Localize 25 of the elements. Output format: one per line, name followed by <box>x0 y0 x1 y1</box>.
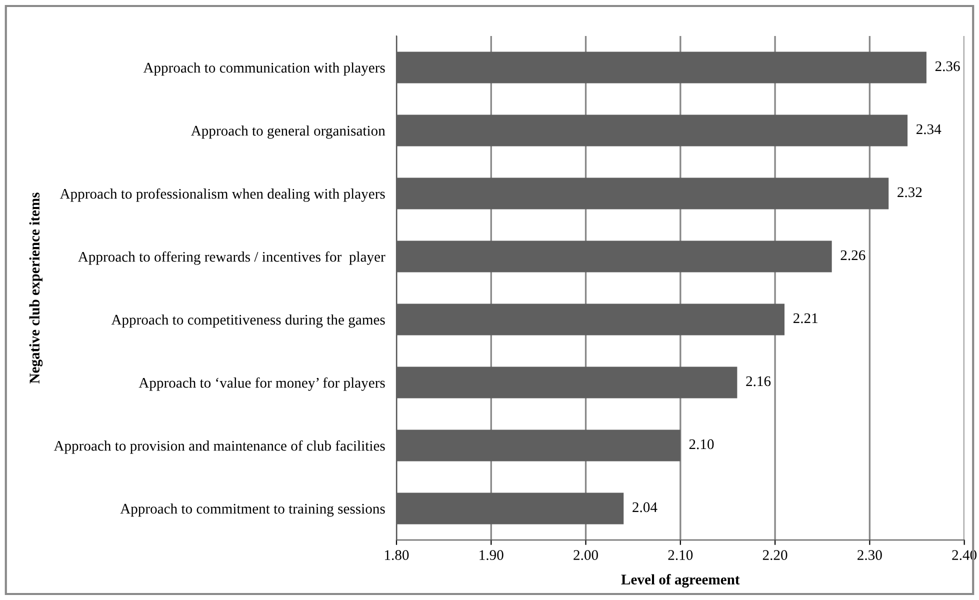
x-tick-label: 1.80 <box>385 550 409 560</box>
x-tick-label: 2.00 <box>574 550 598 560</box>
x-tick-label: 2.30 <box>858 550 882 560</box>
data-label: 2.34 <box>916 124 942 134</box>
x-tick-label: 1.90 <box>480 550 504 560</box>
y-tick-label: Approach to competitiveness during the games <box>111 314 385 328</box>
data-label: 2.26 <box>840 250 866 260</box>
y-tick-label: Approach to professionalism when dealing with players <box>60 188 385 202</box>
x-tick-label: 2.10 <box>668 550 693 560</box>
data-label: 2.36 <box>935 61 960 72</box>
y-tick-label: Approach to offering rewards / incentives for player <box>78 251 386 265</box>
y-tick-label: Approach to ‘value for money’ for players <box>138 377 385 391</box>
data-label: 2.04 <box>632 502 658 512</box>
x-axis-title: Level of agreement <box>621 574 740 588</box>
y-axis-title: Negative club experience items <box>29 192 43 384</box>
data-label: 2.16 <box>746 376 771 386</box>
data-label: 2.10 <box>689 439 714 450</box>
data-label: 2.21 <box>793 313 818 324</box>
data-label: 2.32 <box>898 187 922 198</box>
y-tick-label: Approach to general organisation <box>190 125 386 139</box>
x-tick-label: 2.20 <box>762 550 788 560</box>
y-tick-label: Approach to commitment to training sessions <box>120 503 385 517</box>
y-tick-label: Approach to communication with players <box>143 62 385 76</box>
x-tick-label: 2.40 <box>952 550 977 560</box>
y-tick-label: Approach to provision and maintenance of club facilities <box>54 440 385 454</box>
